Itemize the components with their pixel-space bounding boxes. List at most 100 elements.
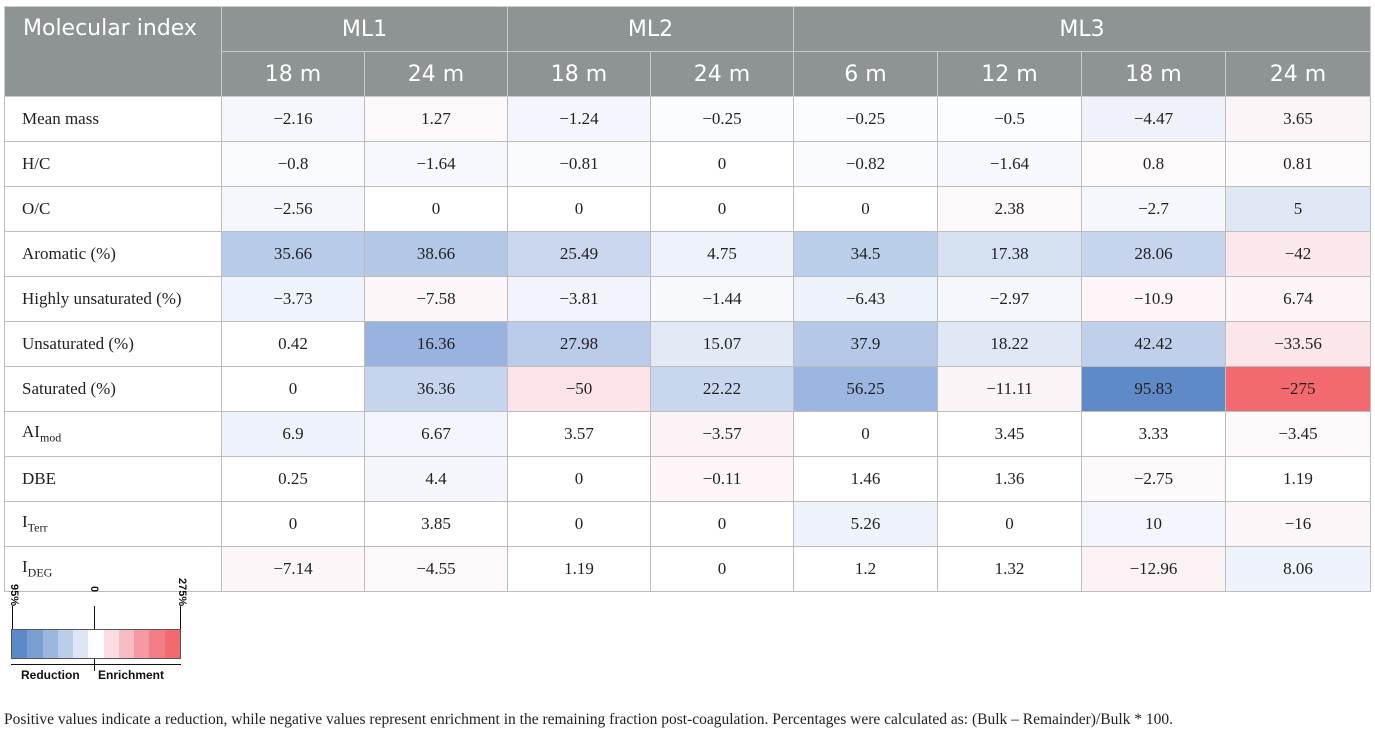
table-body: Mean mass −2.16 1.27 −1.24 −0.25 −0.25 −0.5 −4.… <box>4 96 1371 592</box>
value-cell: −2.75 <box>1081 456 1226 502</box>
row-label-text: Highly unsaturated (%) <box>22 289 182 308</box>
col-header: 18 m <box>1081 51 1226 97</box>
row-label-subscript: Terr <box>27 520 48 535</box>
value-cell: 3.57 <box>507 411 651 457</box>
value-cell: 35.66 <box>221 231 365 277</box>
header-col-row: 18 m 24 m 18 m 24 m 6 m 12 m 18 m 24 m <box>5 51 1371 97</box>
table-row: AImod 6.9 6.67 3.57 −3.57 0 3.45 3.33 −3.45 <box>4 411 1371 457</box>
row-label-subscript: DEG <box>27 565 53 580</box>
group-header-ml1: ML1 <box>221 6 508 52</box>
value-cell: 27.98 <box>507 321 651 367</box>
legend-swatch <box>57 630 74 658</box>
value-cell: 38.66 <box>364 231 508 277</box>
value-cell: 1.27 <box>364 96 508 142</box>
table-row: Highly unsaturated (%) −3.73 −7.58 −3.81 −1.… <box>4 276 1371 322</box>
value-cell: −6.43 <box>793 276 938 322</box>
value-cell: 0 <box>650 546 794 592</box>
value-cell: 16.36 <box>364 321 508 367</box>
row-label-text: I <box>22 512 28 532</box>
value-cell: 1.46 <box>793 456 938 502</box>
value-cell: −50 <box>507 366 651 412</box>
value-cell: 0 <box>650 141 794 187</box>
value-cell: −0.8 <box>221 141 365 187</box>
group-header-ml2: ML2 <box>507 6 794 52</box>
row-label: O/C <box>4 186 222 232</box>
row-label: AImod <box>4 411 222 457</box>
value-cell: 0 <box>650 501 794 547</box>
value-cell: 6.9 <box>221 411 365 457</box>
legend-tick-min <box>12 606 13 629</box>
value-cell: 0 <box>793 411 938 457</box>
value-cell: 0.42 <box>221 321 365 367</box>
value-cell: 1.32 <box>937 546 1082 592</box>
value-cell: 1.19 <box>1225 456 1371 502</box>
legend-color-bar <box>11 629 181 659</box>
value-cell: 17.38 <box>937 231 1082 277</box>
value-cell: −2.97 <box>937 276 1082 322</box>
col-header: 6 m <box>793 51 938 97</box>
value-cell: 1.2 <box>793 546 938 592</box>
legend-mid-label: 0 <box>88 586 100 593</box>
color-legend: 95% 0 275% Reduction Enrichment <box>0 578 200 708</box>
legend-max-label: 275% <box>176 578 188 607</box>
value-cell: 0 <box>507 186 651 232</box>
value-cell: 3.85 <box>364 501 508 547</box>
value-cell: −16 <box>1225 501 1371 547</box>
value-cell: 4.75 <box>650 231 794 277</box>
value-cell: 36.36 <box>364 366 508 412</box>
value-cell: 0.8 <box>1081 141 1226 187</box>
value-cell: −0.11 <box>650 456 794 502</box>
row-label-text: H/C <box>22 154 51 173</box>
row-label-text: DBE <box>22 469 56 488</box>
value-cell: −275 <box>1225 366 1371 412</box>
value-cell: 3.45 <box>937 411 1082 457</box>
legend-swatch <box>134 630 150 658</box>
corner-header: Molecular index <box>4 6 222 97</box>
value-cell: 0 <box>364 186 508 232</box>
value-cell: 0 <box>793 186 938 232</box>
legend-axis-divider <box>94 659 95 671</box>
legend-min-label: 95% <box>8 584 20 607</box>
value-cell: −33.56 <box>1225 321 1371 367</box>
value-cell: −0.81 <box>507 141 651 187</box>
value-cell: −4.47 <box>1081 96 1226 142</box>
col-header: 18 m <box>221 51 365 97</box>
legend-swatch <box>42 630 58 658</box>
header-group-row: Molecular index ML1 ML2 ML3 <box>4 6 1371 97</box>
value-cell: 3.33 <box>1081 411 1226 457</box>
value-cell: 28.06 <box>1081 231 1226 277</box>
col-header: 12 m <box>937 51 1082 97</box>
row-label: Aromatic (%) <box>4 231 222 277</box>
col-header: 24 m <box>650 51 794 97</box>
row-label: Unsaturated (%) <box>4 321 222 367</box>
row-label-text: Aromatic (%) <box>22 244 116 263</box>
value-cell: 6.74 <box>1225 276 1371 322</box>
row-label: H/C <box>4 141 222 187</box>
legend-swatch <box>149 630 165 658</box>
value-cell: 18.22 <box>937 321 1082 367</box>
value-cell: 22.22 <box>650 366 794 412</box>
legend-tick-max <box>180 606 181 629</box>
value-cell: −0.82 <box>793 141 938 187</box>
value-cell: −3.73 <box>221 276 365 322</box>
row-label: Saturated (%) <box>4 366 222 412</box>
value-cell: −3.57 <box>650 411 794 457</box>
table-row: O/C −2.56 0 0 0 0 2.38 −2.7 5 <box>4 186 1371 232</box>
value-cell: 0.81 <box>1225 141 1371 187</box>
row-label-text: Mean mass <box>22 109 99 128</box>
table-row: Mean mass −2.16 1.27 −1.24 −0.25 −0.25 −0.5 −4.… <box>4 96 1371 142</box>
value-cell: 1.19 <box>507 546 651 592</box>
row-label: DBE <box>4 456 222 502</box>
value-cell: −7.58 <box>364 276 508 322</box>
value-cell: −42 <box>1225 231 1371 277</box>
row-label-subscript: mod <box>39 430 62 445</box>
value-cell: 37.9 <box>793 321 938 367</box>
legend-enrichment-caption: Enrichment <box>98 668 165 682</box>
row-label-text: Saturated (%) <box>22 379 116 398</box>
value-cell: −2.16 <box>221 96 365 142</box>
value-cell: 42.42 <box>1081 321 1226 367</box>
table-row: Saturated (%) 0 36.36 −50 22.22 56.25 −11.11 95… <box>4 366 1371 412</box>
value-cell: −1.44 <box>650 276 794 322</box>
value-cell: 4.4 <box>364 456 508 502</box>
legend-swatch <box>118 630 135 658</box>
